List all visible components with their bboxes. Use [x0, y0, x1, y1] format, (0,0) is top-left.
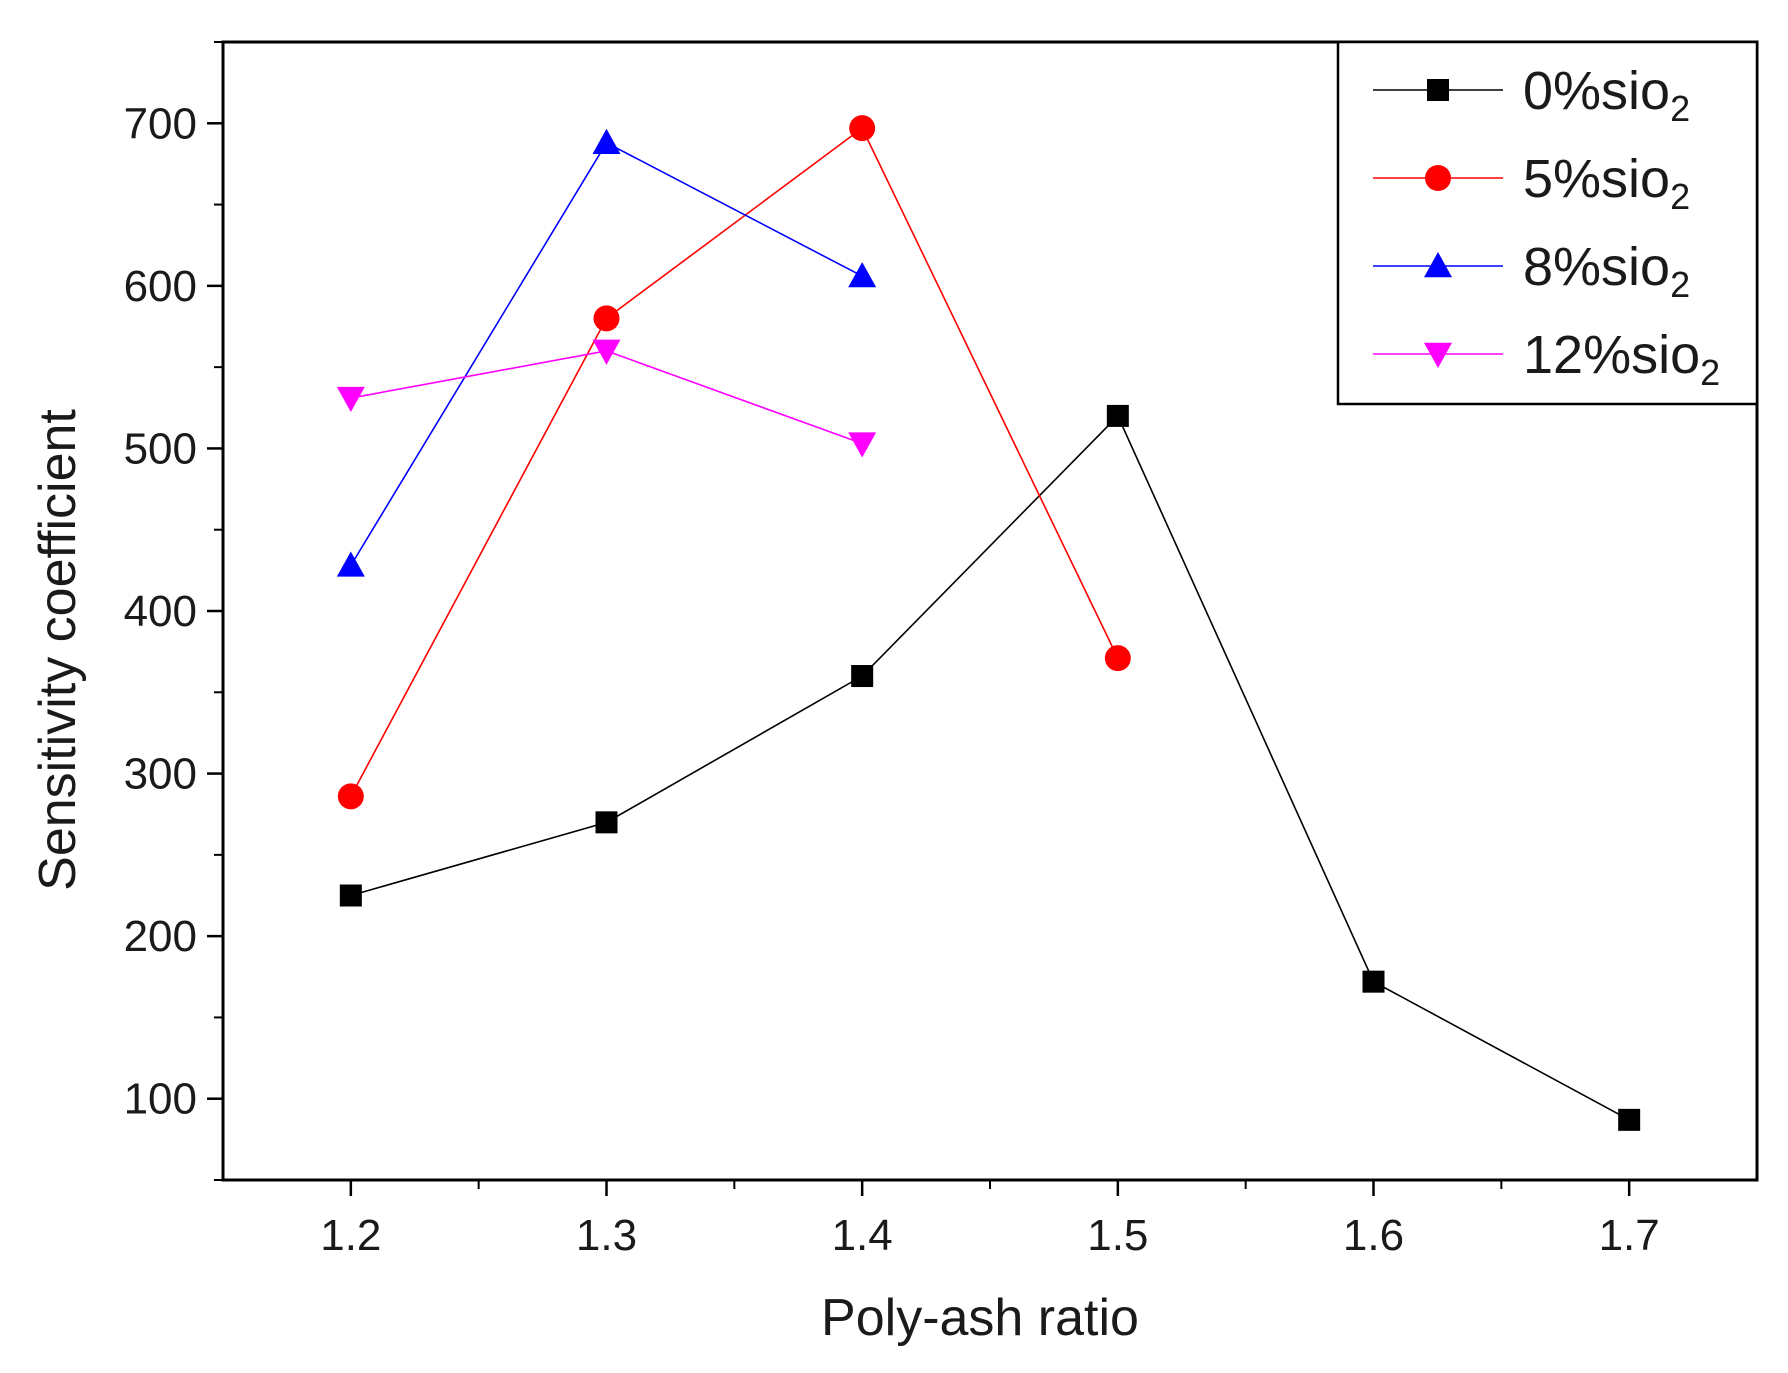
y-tick-label: 700	[124, 99, 197, 148]
legend-item-3: 12%sio2	[1373, 325, 1720, 393]
data-point	[1106, 404, 1129, 427]
axes-group: 1.2 1.3 1.4 1.5 1.6 1.7 100 200 300 400 500 600 700	[124, 40, 1759, 1260]
y-tick-label: 200	[124, 912, 197, 961]
series-line	[350, 414, 1630, 1121]
legend-label: 0%sio2	[1523, 61, 1690, 129]
legend-label-subscript: 2	[1670, 176, 1690, 217]
data-point	[849, 115, 876, 142]
data-point	[339, 884, 362, 907]
x-tick-label: 1.3	[576, 1211, 637, 1260]
data-point	[1362, 970, 1385, 993]
legend-label: 8%sio2	[1523, 237, 1690, 305]
legend-marker	[1424, 252, 1452, 278]
y-tick-label: 600	[124, 262, 197, 311]
data-point	[1618, 1108, 1641, 1131]
data-point	[337, 783, 364, 810]
y-axis-title: Sensitivity coefficient	[29, 409, 87, 891]
legend-item-0: 0%sio2	[1373, 61, 1690, 129]
legend-label-subscript: 2	[1670, 88, 1690, 129]
legend-marker	[1425, 165, 1451, 191]
data-point	[593, 305, 620, 332]
legend-item-1: 5%sio2	[1373, 149, 1690, 217]
y-tick-label: 400	[124, 587, 197, 636]
legend-label-main: 8%sio	[1523, 237, 1670, 297]
data-point	[851, 665, 874, 688]
data-point	[848, 262, 877, 288]
series-0	[339, 404, 1641, 1131]
legend-label-subscript: 2	[1670, 264, 1690, 305]
legend-label: 5%sio2	[1523, 149, 1690, 217]
y-tick-label: 500	[124, 424, 197, 473]
series-line	[350, 126, 1119, 797]
y-tick-label: 300	[124, 750, 197, 799]
legend-label-main: 5%sio	[1523, 149, 1670, 209]
y-tick-label: 100	[124, 1075, 197, 1124]
legend-label-main: 0%sio	[1523, 61, 1670, 121]
legend-marker	[1424, 342, 1452, 368]
series-2	[336, 128, 877, 577]
legend-item-2: 8%sio2	[1373, 237, 1690, 305]
data-point	[595, 811, 618, 834]
data-point	[848, 432, 877, 458]
legend-label-subscript: 2	[1700, 352, 1720, 393]
x-tick-label: 1.2	[320, 1211, 381, 1260]
legend-label-main: 12%sio	[1523, 325, 1700, 385]
legend-marker	[1427, 79, 1449, 101]
legend-box	[1336, 40, 1759, 406]
x-axis-title: Poly-ash ratio	[821, 1289, 1139, 1347]
series-group	[336, 115, 1641, 1131]
x-tick-label: 1.5	[1087, 1211, 1148, 1260]
data-point	[336, 551, 365, 577]
data-point	[1104, 645, 1131, 672]
x-tick-label: 1.6	[1343, 1211, 1404, 1260]
series-1	[337, 115, 1131, 810]
series-3	[336, 339, 877, 458]
x-tick-label: 1.7	[1599, 1211, 1660, 1260]
data-point	[592, 128, 621, 154]
data-point	[592, 339, 621, 365]
data-point	[336, 386, 365, 413]
legend-label: 12%sio2	[1523, 325, 1720, 393]
x-tick-label: 1.4	[832, 1211, 893, 1260]
